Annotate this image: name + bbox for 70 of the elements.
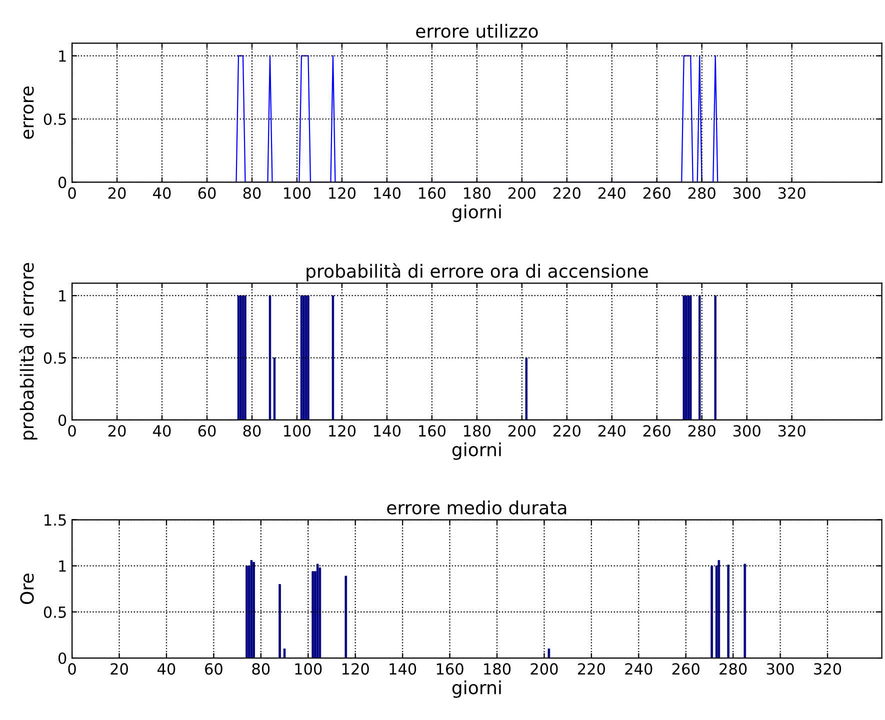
y-tick-label: 1 [59, 290, 66, 302]
x-axis-title: giorni [452, 680, 501, 698]
x-tick-label: 80 [252, 663, 270, 675]
x-tick-label: 100 [284, 425, 311, 437]
x-tick-label: 200 [530, 663, 558, 675]
y-tick-label: 1 [59, 560, 66, 572]
x-tick-label: 300 [733, 425, 760, 437]
chart-title: probabilità di errore ora di accensione [306, 263, 648, 282]
x-tick-label: 220 [553, 425, 580, 437]
x-tick-label: 280 [720, 663, 747, 675]
x-tick-label: 40 [153, 425, 171, 437]
x-tick-label: 80 [243, 425, 261, 437]
x-tick-label: 120 [329, 187, 356, 199]
x-tick-label: 20 [108, 425, 126, 437]
x-tick-label: 140 [374, 187, 401, 199]
x-tick-label: 20 [110, 663, 128, 675]
x-tick-label: 160 [419, 425, 446, 437]
x-tick-label: 100 [284, 187, 311, 199]
y-axis-title: Ore [20, 574, 34, 604]
x-tick-label: 140 [390, 663, 416, 675]
x-tick-label: 80 [243, 187, 261, 199]
x-tick-label: 140 [374, 425, 401, 437]
x-tick-label: 180 [464, 425, 490, 437]
y-axis-title: errore [23, 86, 34, 139]
y-tick-label: 0 [58, 414, 66, 426]
x-tick-label: 280 [688, 425, 716, 437]
y-tick-label: 0.5 [44, 352, 66, 364]
x-tick-label: 240 [598, 187, 626, 199]
chart-title: errore utilizzo [416, 24, 538, 38]
y-tick-label: 0 [58, 176, 66, 188]
x-tick-label: 240 [625, 663, 652, 675]
x-tick-label: 40 [153, 187, 171, 199]
x-tick-label: 260 [672, 663, 700, 675]
x-tick-label: 60 [205, 663, 222, 675]
x-tick-label: 120 [329, 425, 356, 437]
x-tick-label: 40 [158, 663, 176, 675]
x-tick-label: 20 [108, 187, 126, 199]
y-tick-label: 0 [58, 652, 66, 664]
x-tick-label: 60 [198, 187, 216, 199]
x-axis-title: giorni [452, 442, 501, 460]
x-tick-label: 280 [688, 187, 716, 199]
x-axis-title: giorni [452, 204, 501, 222]
y-tick-label: 1.5 [44, 514, 66, 526]
x-tick-label: 60 [198, 425, 216, 437]
y-tick-label: 0.5 [44, 606, 66, 618]
x-tick-label: 300 [733, 187, 760, 199]
x-tick-label: 160 [436, 663, 464, 675]
x-tick-label: 220 [578, 663, 605, 675]
x-tick-label: 100 [295, 663, 322, 675]
x-tick-label: 320 [814, 663, 842, 675]
x-tick-label: 160 [419, 187, 446, 199]
x-tick-label: 260 [643, 425, 670, 437]
x-tick-label: 200 [508, 425, 536, 437]
x-tick-label: 240 [598, 425, 626, 437]
y-tick-label: 0.5 [44, 113, 66, 126]
x-tick-label: 120 [342, 663, 369, 675]
x-tick-label: 180 [484, 663, 511, 675]
x-tick-label: 320 [778, 425, 806, 437]
x-tick-label: 0 [68, 425, 76, 437]
x-tick-label: 320 [778, 187, 806, 199]
x-tick-label: 220 [553, 187, 580, 199]
x-tick-label: 300 [766, 663, 794, 675]
x-tick-label: 180 [464, 187, 490, 199]
y-axis-title: probabilità di errore [19, 263, 38, 440]
x-tick-label: 0 [68, 663, 76, 675]
x-tick-label: 200 [508, 187, 536, 199]
x-tick-label: 0 [68, 187, 76, 199]
y-tick-label: 1 [59, 50, 66, 62]
chart-title: errore medio durata [387, 500, 566, 514]
x-tick-label: 260 [643, 187, 670, 199]
